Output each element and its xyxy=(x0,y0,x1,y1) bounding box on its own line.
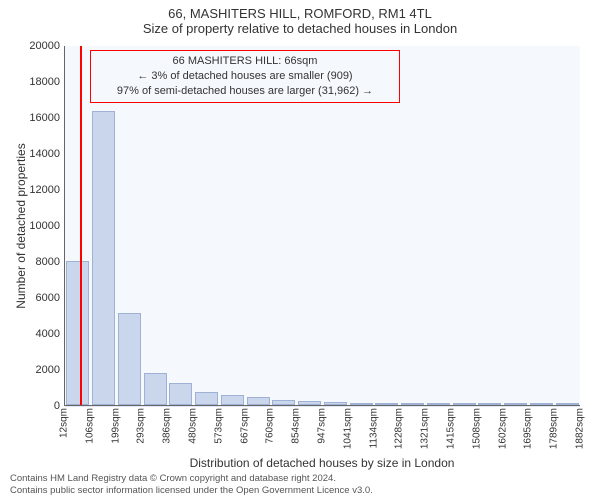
histogram-bar xyxy=(247,397,270,405)
bar-slot xyxy=(554,46,580,405)
histogram-bar xyxy=(453,403,476,405)
histogram-bar xyxy=(350,403,373,405)
histogram-bar xyxy=(324,402,347,405)
x-tick-label: 1602sqm xyxy=(497,408,508,449)
x-tick-label: 1415sqm xyxy=(446,408,457,449)
histogram-bar xyxy=(92,111,115,405)
chart-subtitle: Size of property relative to detached ho… xyxy=(0,21,600,40)
histogram-bar xyxy=(427,403,450,405)
bar-slot xyxy=(451,46,477,405)
x-tick-label: 667sqm xyxy=(239,408,250,444)
x-tick-label: 854sqm xyxy=(291,408,302,444)
x-tick-label: 1134sqm xyxy=(368,408,379,448)
histogram-bar xyxy=(144,373,167,405)
annotation-line-3: 97% of semi-detached houses are larger (… xyxy=(97,84,393,99)
bar-slot xyxy=(529,46,555,405)
property-marker-line xyxy=(80,46,82,405)
annotation-line-1: 66 MASHITERS HILL: 66sqm xyxy=(97,54,393,69)
x-tick-label: 1321sqm xyxy=(420,408,431,449)
x-tick-label: 386sqm xyxy=(162,408,173,444)
x-tick-label: 947sqm xyxy=(317,408,328,444)
bar-slot xyxy=(426,46,452,405)
histogram-bar xyxy=(66,261,89,405)
x-tick-label: 1508sqm xyxy=(471,408,482,449)
x-tick-label: 480sqm xyxy=(188,408,199,444)
y-tick-label: 10000 xyxy=(20,220,60,232)
histogram-bar xyxy=(478,403,501,405)
histogram-bar xyxy=(169,383,192,405)
attribution: Contains HM Land Registry data © Crown c… xyxy=(10,473,373,496)
x-tick-label: 199sqm xyxy=(110,408,121,444)
y-tick-label: 16000 xyxy=(20,112,60,124)
x-tick-label: 1695sqm xyxy=(523,408,534,449)
chart-title: 66, MASHITERS HILL, ROMFORD, RM1 4TL xyxy=(0,0,600,21)
histogram-bar xyxy=(504,403,527,405)
y-tick-label: 0 xyxy=(20,400,60,412)
histogram-bar xyxy=(298,401,321,405)
annotation-box: 66 MASHITERS HILL: 66sqm ← 3% of detache… xyxy=(90,50,400,103)
gridline xyxy=(65,406,580,407)
x-tick-label: 573sqm xyxy=(213,408,224,444)
x-tick-label: 1789sqm xyxy=(549,408,560,449)
x-tick-label: 1041sqm xyxy=(342,408,353,449)
x-tick-label: 293sqm xyxy=(136,408,147,444)
bar-slot xyxy=(65,46,91,405)
histogram-bar xyxy=(375,403,398,405)
y-tick-label: 6000 xyxy=(20,292,60,304)
histogram-bar xyxy=(556,403,579,405)
x-tick-label: 1882sqm xyxy=(575,408,586,449)
y-tick-label: 2000 xyxy=(20,364,60,376)
y-tick-label: 20000 xyxy=(20,40,60,52)
x-axis-label: Distribution of detached houses by size … xyxy=(64,456,580,470)
y-tick-label: 4000 xyxy=(20,328,60,340)
y-tick-label: 12000 xyxy=(20,184,60,196)
histogram-bar xyxy=(272,400,295,405)
histogram-bar xyxy=(118,313,141,405)
histogram-bar xyxy=(195,392,218,405)
x-tick-label: 12sqm xyxy=(59,408,70,438)
y-tick-label: 18000 xyxy=(20,76,60,88)
attribution-line-2: Contains public sector information licen… xyxy=(10,485,373,496)
y-tick-label: 8000 xyxy=(20,256,60,268)
bar-slot xyxy=(400,46,426,405)
x-tick-label: 760sqm xyxy=(265,408,276,444)
histogram-bar xyxy=(221,395,244,405)
bar-slot xyxy=(503,46,529,405)
x-tick-label: 106sqm xyxy=(84,408,95,444)
histogram-bar xyxy=(401,403,424,405)
attribution-line-1: Contains HM Land Registry data © Crown c… xyxy=(10,473,373,484)
y-tick-label: 14000 xyxy=(20,148,60,160)
annotation-line-2: ← 3% of detached houses are smaller (909… xyxy=(97,69,393,84)
histogram-bar xyxy=(530,403,553,405)
bar-slot xyxy=(477,46,503,405)
x-tick-label: 1228sqm xyxy=(394,408,405,449)
